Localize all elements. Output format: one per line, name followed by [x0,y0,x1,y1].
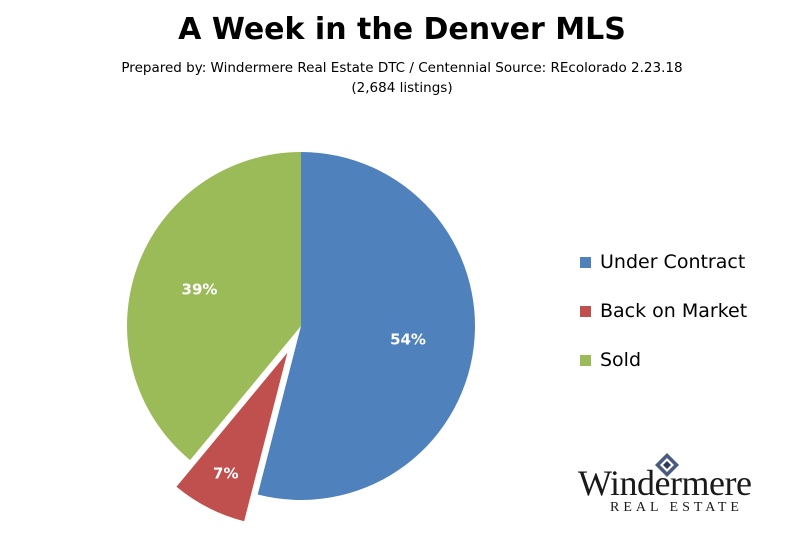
legend-swatch-back-on-market [580,306,591,317]
legend-label-under-contract: Under Contract [600,251,746,273]
data-label-under-contract: 54% [390,331,426,349]
pie-slice-under-contract [257,152,476,500]
legend-swatch-under-contract [580,257,591,268]
chart-subtitle: Prepared by: Windermere Real Estate DTC … [121,60,683,76]
chart-title: A Week in the Denver MLS [178,12,626,47]
windermere-diamond-icon [655,453,679,477]
pie-slice-sold [127,152,301,461]
data-label-sold: 39% [182,280,218,298]
pie-slice-back-on-market [176,352,288,522]
data-label-back-on-market: 7% [213,465,238,483]
windermere-logo: Windermere REAL ESTATE [578,452,763,522]
legend-label-back-on-market: Back on Market [600,300,748,322]
legend-label-sold: Sold [600,349,642,371]
chart-note: (2,684 listings) [351,80,453,96]
logo-tagline: REAL ESTATE [610,500,743,515]
logo-wordmark: Windermere [578,463,752,503]
legend-swatch-sold [580,355,591,366]
